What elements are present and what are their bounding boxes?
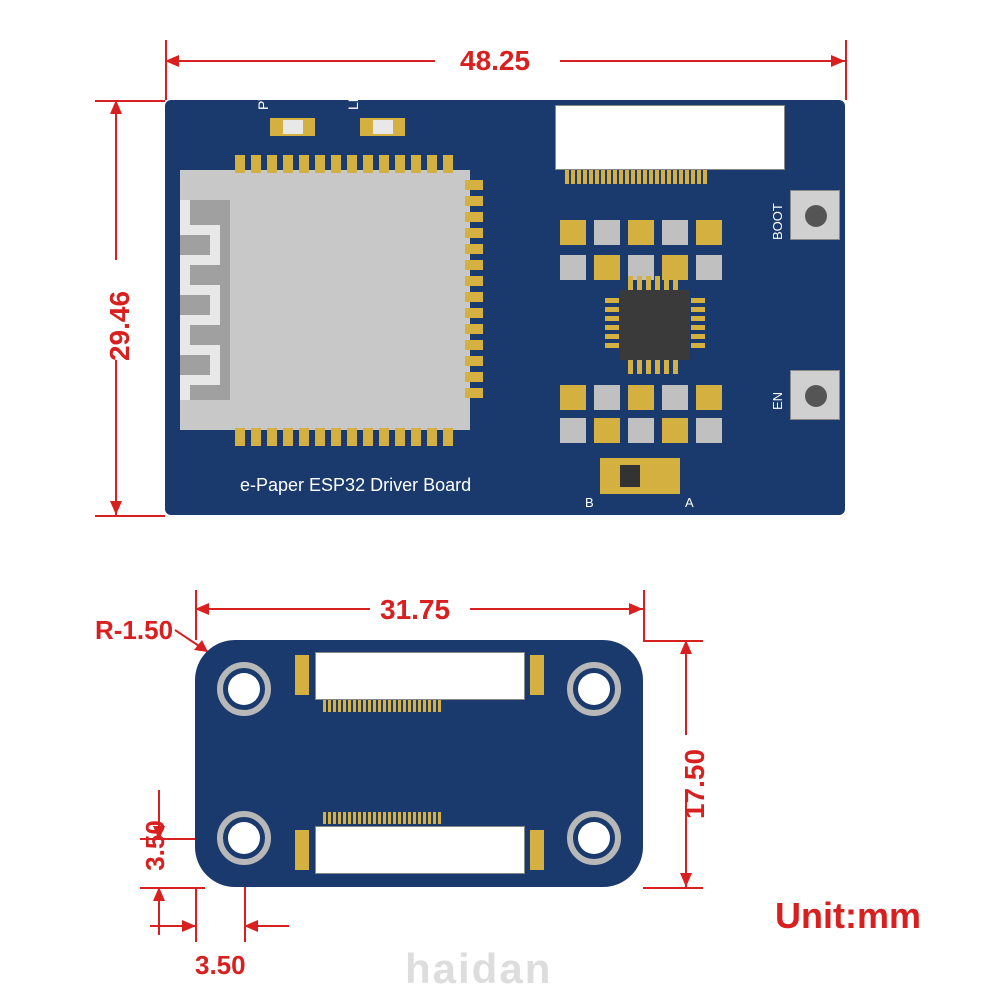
fpc-connector bbox=[555, 105, 785, 170]
dim-arrow bbox=[182, 920, 196, 932]
chip-leads bbox=[605, 298, 619, 352]
esp-pads-right bbox=[465, 180, 483, 420]
adapter-board bbox=[195, 640, 643, 887]
dim-height-top: 29.46 bbox=[104, 291, 136, 361]
dim-line bbox=[195, 608, 370, 610]
dim-line bbox=[685, 640, 687, 735]
mounting-hole-inner bbox=[228, 673, 260, 705]
dim-arrow bbox=[195, 603, 209, 615]
dim-arrow bbox=[831, 55, 845, 67]
dim-height-bottom: 17.50 bbox=[679, 749, 711, 819]
smd-row-1 bbox=[560, 220, 750, 245]
dim-arrow bbox=[110, 501, 122, 515]
fpc-pins-top bbox=[323, 700, 518, 712]
chip-leads bbox=[691, 298, 705, 352]
dim-arrow bbox=[110, 100, 122, 114]
dim-line bbox=[115, 100, 117, 260]
dim-line bbox=[470, 608, 643, 610]
dim-ext bbox=[643, 590, 645, 640]
dim-ext bbox=[643, 640, 703, 642]
conn-pad bbox=[295, 830, 309, 870]
dim-arrow bbox=[244, 920, 258, 932]
board-label: e-Paper ESP32 Driver Board bbox=[240, 475, 471, 496]
dim-hole-h: 3.50 bbox=[195, 950, 246, 981]
dim-width-top: 48.25 bbox=[460, 45, 530, 77]
silk-en: EN bbox=[770, 392, 785, 410]
dim-radius: R-1.50 bbox=[95, 615, 173, 646]
smd-row-3 bbox=[560, 385, 750, 410]
silk-a: A bbox=[685, 495, 694, 510]
mounting-hole-inner bbox=[578, 822, 610, 854]
silk-pwr: PWR bbox=[255, 77, 271, 110]
mounting-hole-inner bbox=[578, 673, 610, 705]
dim-arrow bbox=[680, 873, 692, 887]
antenna-pattern bbox=[180, 200, 230, 400]
dim-hole-v: 3.50 bbox=[140, 820, 171, 871]
smd-row-4 bbox=[560, 418, 750, 443]
dim-ext bbox=[643, 887, 703, 889]
conn-pad bbox=[530, 830, 544, 870]
mounting-hole-inner bbox=[228, 822, 260, 854]
dim-ext bbox=[165, 40, 167, 100]
conn-pad bbox=[295, 655, 309, 695]
fpc-connector-top bbox=[315, 652, 525, 700]
dim-ext bbox=[95, 515, 165, 517]
esp-pads-bottom bbox=[235, 428, 475, 446]
dim-line bbox=[165, 60, 435, 62]
usb-uart-chip bbox=[620, 290, 690, 360]
dim-line bbox=[115, 360, 117, 515]
dim-ext bbox=[95, 100, 165, 102]
fpc-connector-bottom bbox=[315, 826, 525, 874]
dim-ext bbox=[845, 40, 847, 100]
fpc-pins-bottom bbox=[323, 812, 518, 824]
silk-b: B bbox=[585, 495, 594, 510]
chip-leads bbox=[628, 360, 682, 374]
silk-boot: BOOT bbox=[770, 203, 785, 240]
en-button-cap bbox=[805, 385, 827, 407]
boot-button-cap bbox=[805, 205, 827, 227]
fpc-pins bbox=[565, 170, 775, 184]
watermark: haidan bbox=[405, 945, 552, 993]
conn-pad bbox=[530, 655, 544, 695]
esp32-driver-board: PWR LED B A BOOT EN bbox=[165, 100, 845, 515]
switch-pad bbox=[600, 458, 680, 494]
unit-label: Unit:mm bbox=[775, 895, 921, 937]
dim-arrow bbox=[165, 55, 179, 67]
dim-arrow bbox=[629, 603, 643, 615]
dim-ext bbox=[195, 887, 197, 942]
dim-width-bottom: 31.75 bbox=[380, 594, 450, 626]
silk-led: LED bbox=[345, 83, 361, 110]
dim-line bbox=[560, 60, 845, 62]
esp-pads-top bbox=[235, 155, 475, 173]
dim-arrow bbox=[153, 887, 165, 901]
dim-arrow bbox=[680, 640, 692, 654]
chip-leads bbox=[628, 276, 682, 290]
